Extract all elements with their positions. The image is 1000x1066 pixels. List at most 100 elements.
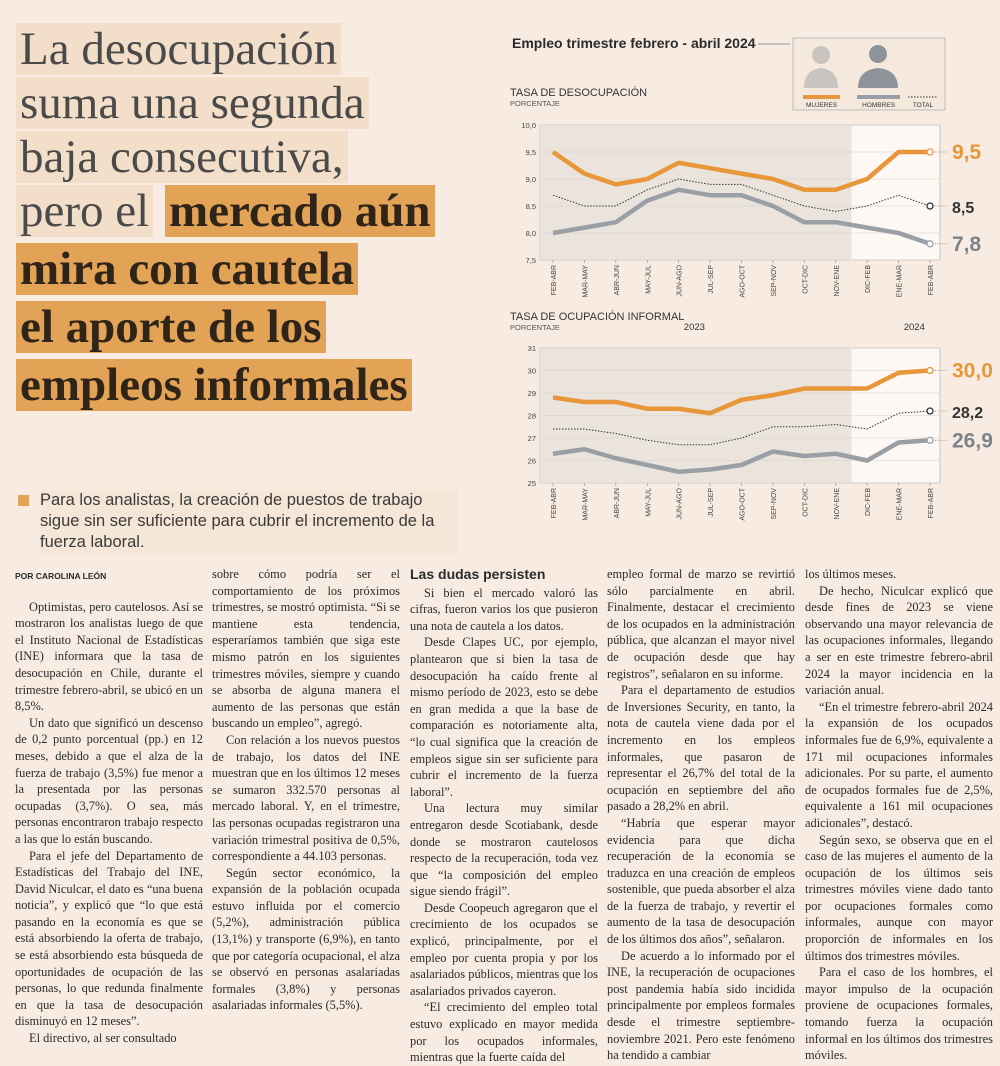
- x-tick-label: ABR-JUN: [614, 265, 621, 295]
- series-line: [552, 187, 931, 246]
- end-marker: [926, 366, 934, 375]
- end-marker: [926, 240, 934, 248]
- x-tick-label: FEB-ABR: [928, 488, 935, 518]
- y-tick-label: 8,0: [526, 229, 536, 238]
- text-column: empleo formal de marzo se revirtió sólo …: [607, 566, 795, 1064]
- x-tick-label: JUN-AGO: [677, 264, 684, 296]
- x-tick-label: SEP-NOV: [771, 265, 778, 297]
- paragraph: sobre cómo podría ser el comportamiento …: [212, 567, 400, 731]
- x-tick-label: AGO-OCT: [740, 487, 747, 520]
- x-tick-label: FEB-ABR: [551, 265, 558, 295]
- value-label: 26,9: [952, 429, 993, 452]
- y-axis-label: PORCENTAJE: [510, 323, 560, 332]
- paragraph: De hecho, Niculcar explicó que desde fin…: [805, 583, 993, 698]
- text-column: sobre cómo podría ser el comportamiento …: [212, 566, 400, 1014]
- headline-line: baja consecutiva,: [16, 130, 486, 184]
- y-tick-label: 9,5: [526, 148, 536, 157]
- x-tick-label: DIC-FEB: [865, 265, 872, 293]
- legend-label: HOMBRES: [862, 102, 896, 109]
- value-label: 8,5: [952, 200, 974, 217]
- paragraph: Para el departamento de estudios de Inve…: [607, 683, 795, 814]
- x-tick-label: OCT-DIC: [802, 265, 809, 294]
- byline: POR CAROLINA LEÓN: [15, 571, 107, 581]
- text-column: los últimos meses. De hecho, Niculcar exp…: [805, 566, 993, 1064]
- paragraph: Un dato que significó un descenso de 0,2…: [15, 715, 203, 846]
- series-line: [552, 438, 931, 474]
- x-tick-label: MAR-MAY: [582, 488, 589, 521]
- deck-bullet: [18, 495, 29, 506]
- paragraph: “Habría que esperar mayor evidencia para…: [607, 815, 795, 947]
- text-column: POR CAROLINA LEÓN Optimistas, pero cautel…: [15, 566, 203, 1047]
- paragraph: De acuerdo a lo informado por el INE, la…: [607, 948, 795, 1063]
- end-marker: [926, 436, 934, 444]
- legend-label: MUJERES: [806, 102, 838, 109]
- y-axis-label: PORCENTAJE: [510, 99, 560, 108]
- x-tick-label: MAY-JUL: [645, 488, 652, 517]
- paragraph: Según sexo, se observa que en el caso de…: [805, 832, 993, 963]
- headline-plain: La desocupación: [16, 23, 342, 75]
- x-tick-label: ABR-JUN: [614, 488, 621, 518]
- paragraph: Con relación a los nuevos puestos de tra…: [212, 732, 400, 864]
- series-line: [553, 410, 931, 446]
- paragraph: Si bien el mercado valoró las cifras, fu…: [410, 585, 598, 633]
- icon-woman: [804, 46, 838, 88]
- subheading: Las dudas persisten: [410, 566, 546, 582]
- x-tick-label: MAY-JUL: [645, 265, 652, 294]
- y-tick-label: 26: [528, 457, 536, 466]
- x-tick-label: JUL-SEP: [708, 488, 715, 517]
- x-tick-label: NOV-ENE: [834, 488, 841, 520]
- x-tick-label: SEP-NOV: [771, 488, 778, 520]
- y-tick-label: 28: [528, 412, 536, 421]
- x-tick-label: ENE-MAR: [897, 488, 904, 520]
- y-tick-label: 7,5: [526, 256, 536, 265]
- headline: La desocupación suma una segunda baja cons…: [16, 22, 486, 412]
- value-label: 28,2: [952, 405, 983, 422]
- deck-text: Para los analistas, la creación de puest…: [40, 490, 458, 553]
- x-tick-label: JUL-SEP: [708, 265, 715, 294]
- deck: Para los analistas, la creación de puest…: [18, 490, 458, 553]
- paragraph: “En el trimestre febrero-abril 2024 la e…: [805, 699, 993, 830]
- y-tick-label: 25: [528, 479, 536, 488]
- end-marker: [926, 148, 934, 156]
- x-tick-label: FEB-ABR: [928, 265, 935, 295]
- headline-highlight: empleos informales: [16, 359, 412, 411]
- x-group-label: 2023: [684, 322, 705, 333]
- chart-title: TASA DE DESOCUPACIÓN: [510, 86, 647, 99]
- end-marker: [926, 407, 934, 415]
- end-marker: [926, 202, 934, 210]
- x-tick-label: OCT-DIC: [802, 488, 809, 517]
- headline-highlight: el aporte de los: [16, 301, 326, 353]
- paragraph: los últimos meses.: [805, 567, 897, 581]
- chart-graphic: Empleo trimestre febrero - abril 2024 TA…: [510, 35, 993, 521]
- headline-line: La desocupación: [16, 22, 486, 76]
- x-group-label: 2024: [904, 322, 925, 333]
- icon-man: [858, 45, 898, 88]
- headline-plain: baja consecutiva,: [16, 131, 348, 183]
- value-label: 7,8: [952, 233, 982, 256]
- value-label: 30,0: [952, 360, 993, 383]
- headline-plain: pero el: [16, 185, 154, 237]
- x-tick-label: NOV-ENE: [834, 265, 841, 297]
- y-tick-label: 29: [528, 389, 536, 398]
- x-tick-label: MAR-MAY: [582, 265, 589, 298]
- paragraph: Según sector económico, la expansión de …: [212, 865, 400, 1013]
- chart-title: TASA DE OCUPACIÓN INFORMAL: [510, 310, 684, 323]
- headline-line: el aporte de los: [16, 300, 486, 354]
- x-tick-label: ENE-MAR: [897, 265, 904, 297]
- headline-line: mira con cautela: [16, 242, 486, 296]
- headline-plain: suma una segunda: [16, 77, 369, 129]
- headline-line: suma una segunda: [16, 76, 486, 130]
- y-tick-label: 10,0: [521, 121, 536, 130]
- headline-line: pero el mercado aún: [16, 184, 486, 238]
- paragraph: Desde Clapes UC, por ejemplo, plantearon…: [410, 635, 598, 799]
- paragraph: El directivo, al ser consultado: [29, 1031, 177, 1046]
- paragraph: “El crecimiento del empleo total estuvo …: [410, 1000, 598, 1065]
- paragraph: Optimistas, pero cautelosos. Así se most…: [15, 599, 203, 714]
- x-tick-label: AGO-OCT: [740, 264, 747, 297]
- y-tick-label: 8,5: [526, 202, 536, 211]
- text-column: Las dudas persisten Si bien el mercado va…: [410, 566, 598, 1066]
- value-label: 9,5: [952, 141, 982, 164]
- x-tick-label: FEB-ABR: [551, 488, 558, 518]
- series-line: [552, 368, 931, 416]
- paragraph: Para el jefe del Departamento de Estadís…: [15, 848, 203, 1029]
